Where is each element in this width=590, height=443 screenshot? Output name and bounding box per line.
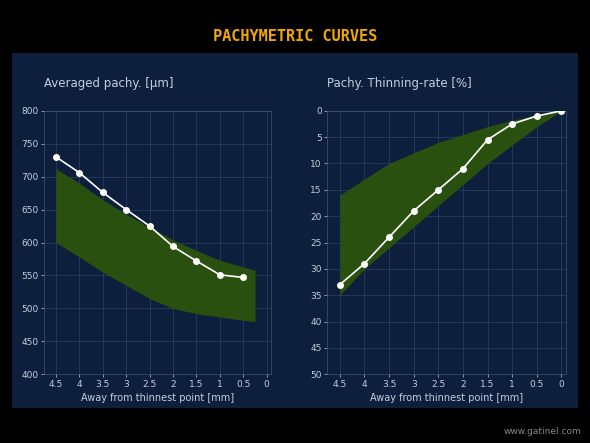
Text: Pachy. Thinning-rate [%]: Pachy. Thinning-rate [%] <box>327 77 472 89</box>
X-axis label: Away from thinnest point [mm]: Away from thinnest point [mm] <box>371 393 523 403</box>
Text: PACHYMETRIC CURVES: PACHYMETRIC CURVES <box>213 29 377 44</box>
Text: Averaged pachy. [μm]: Averaged pachy. [μm] <box>44 77 173 89</box>
Text: www.gatinel.com: www.gatinel.com <box>503 427 581 436</box>
X-axis label: Away from thinnest point [mm]: Away from thinnest point [mm] <box>81 393 234 403</box>
